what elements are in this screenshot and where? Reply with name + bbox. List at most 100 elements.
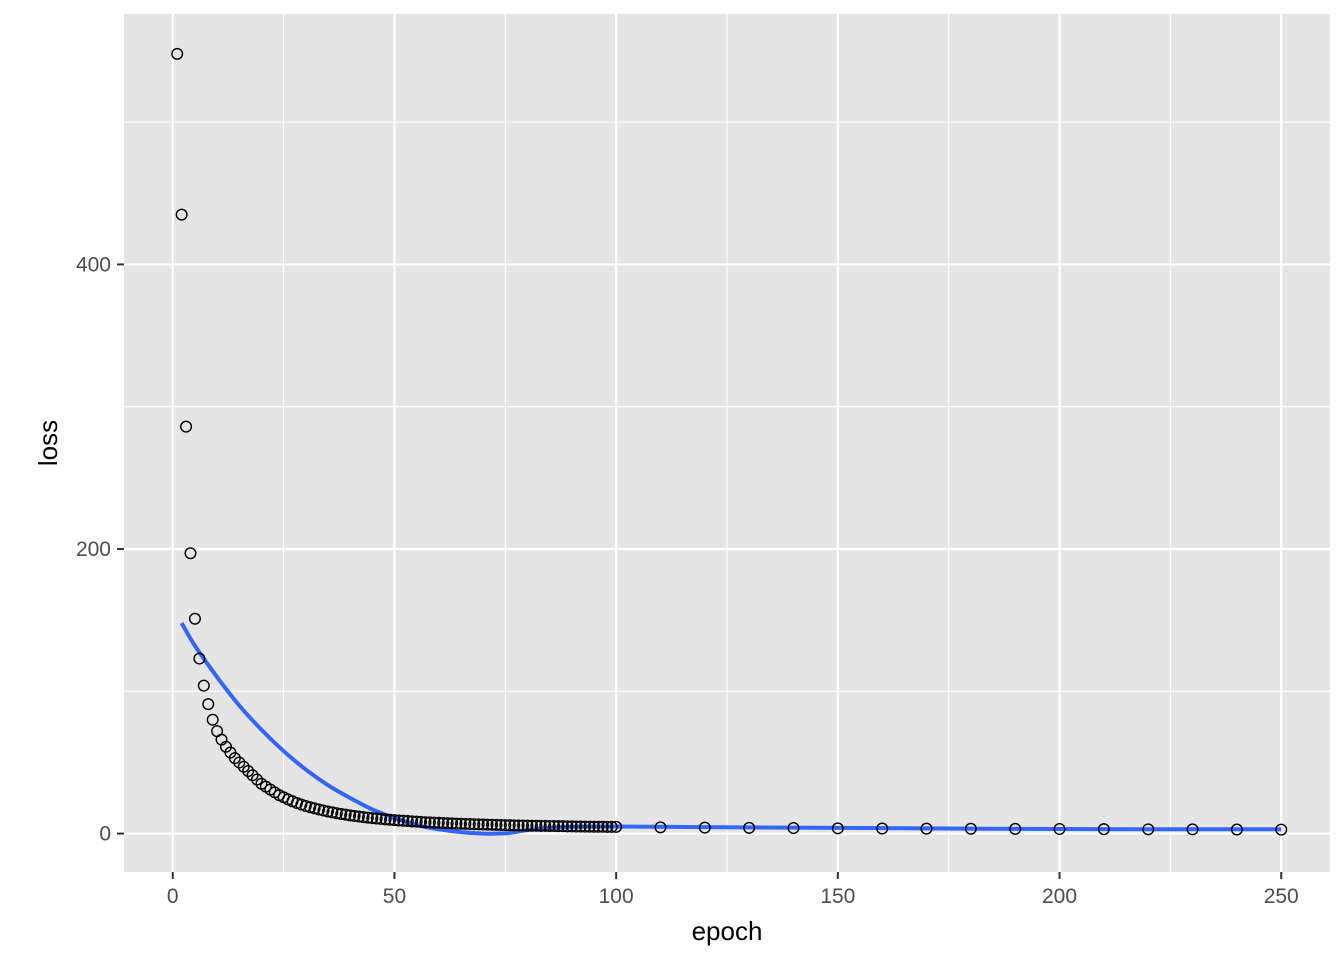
data-point xyxy=(472,818,485,831)
data-point xyxy=(419,816,432,829)
data-point xyxy=(601,820,614,833)
x-axis: 0 50 100 150 200 250 xyxy=(167,872,1299,908)
data-point xyxy=(233,756,246,769)
data-point xyxy=(406,815,419,828)
data-point xyxy=(468,818,481,831)
data-point xyxy=(534,819,547,832)
data-point xyxy=(548,820,561,833)
data-point xyxy=(876,822,889,835)
data-point xyxy=(401,815,414,828)
y-tick-label: 400 xyxy=(76,253,111,276)
data-point xyxy=(556,820,569,833)
y-tick-label: 0 xyxy=(99,823,111,846)
data-point xyxy=(570,820,583,833)
data-point xyxy=(1053,823,1066,836)
minor-gridlines xyxy=(124,14,1330,872)
data-point xyxy=(477,818,490,831)
smooth-line xyxy=(179,621,1282,836)
data-point xyxy=(171,47,184,60)
data-point xyxy=(454,817,467,830)
data-point xyxy=(428,816,441,829)
data-point xyxy=(552,820,565,833)
data-point xyxy=(184,547,197,560)
data-point xyxy=(605,820,618,833)
data-point xyxy=(787,822,800,835)
data-point xyxy=(592,820,605,833)
data-point xyxy=(352,810,365,823)
data-point xyxy=(246,769,259,782)
major-gridlines xyxy=(124,14,1330,872)
data-point xyxy=(596,820,609,833)
data-point xyxy=(228,752,241,765)
data-point xyxy=(610,820,623,833)
data-point xyxy=(437,817,450,830)
data-point xyxy=(583,820,596,833)
data-point xyxy=(308,802,321,815)
data-point xyxy=(175,208,188,221)
data-point xyxy=(237,760,250,773)
data-point xyxy=(330,807,343,820)
data-point xyxy=(193,652,206,665)
data-point xyxy=(339,808,352,821)
x-tick-label: 150 xyxy=(820,885,855,908)
data-point xyxy=(579,820,592,833)
data-point xyxy=(654,821,667,834)
data-point xyxy=(321,805,334,818)
data-point xyxy=(512,819,525,832)
data-point xyxy=(313,803,326,816)
data-point xyxy=(543,820,556,833)
data-point xyxy=(370,812,383,825)
data-point xyxy=(348,809,361,822)
data-point xyxy=(503,819,516,832)
y-axis: 0 200 400 xyxy=(76,253,124,846)
data-point xyxy=(920,822,933,835)
data-point xyxy=(206,713,219,726)
data-point xyxy=(450,817,463,830)
data-point xyxy=(1275,823,1288,836)
x-tick-label: 100 xyxy=(599,885,634,908)
data-point xyxy=(366,812,379,825)
x-tick-label: 250 xyxy=(1264,885,1299,908)
data-point xyxy=(326,806,339,819)
data-point xyxy=(964,822,977,835)
data-point xyxy=(517,819,530,832)
y-tick-label: 200 xyxy=(76,538,111,561)
data-point xyxy=(561,820,574,833)
data-point xyxy=(361,811,374,824)
data-point xyxy=(379,813,392,826)
data-point xyxy=(423,816,436,829)
data-point xyxy=(197,679,210,692)
data-point xyxy=(525,819,538,832)
data-point xyxy=(539,819,552,832)
data-point xyxy=(574,820,587,833)
data-point xyxy=(1097,823,1110,836)
data-point xyxy=(481,818,494,831)
data-point xyxy=(344,809,357,822)
data-point xyxy=(490,818,503,831)
data-point xyxy=(392,814,405,827)
data-point xyxy=(698,821,711,834)
data-point xyxy=(202,698,215,711)
x-axis-title: epoch xyxy=(692,916,763,946)
data-point xyxy=(743,821,756,834)
smooth-layer xyxy=(179,621,1282,836)
points-layer xyxy=(171,47,1288,836)
data-point xyxy=(499,819,512,832)
data-point xyxy=(459,817,472,830)
x-tick-label: 0 xyxy=(167,885,179,908)
data-point xyxy=(587,820,600,833)
data-point xyxy=(317,804,330,817)
data-point xyxy=(565,820,578,833)
data-point xyxy=(242,764,255,777)
data-point xyxy=(494,819,507,832)
data-point xyxy=(463,818,476,831)
data-point xyxy=(486,818,499,831)
x-tick-label: 200 xyxy=(1042,885,1077,908)
data-point xyxy=(180,420,193,433)
data-point xyxy=(188,612,201,625)
data-point xyxy=(441,817,454,830)
data-point xyxy=(1230,823,1243,836)
data-point xyxy=(410,815,423,828)
data-point xyxy=(375,812,388,825)
